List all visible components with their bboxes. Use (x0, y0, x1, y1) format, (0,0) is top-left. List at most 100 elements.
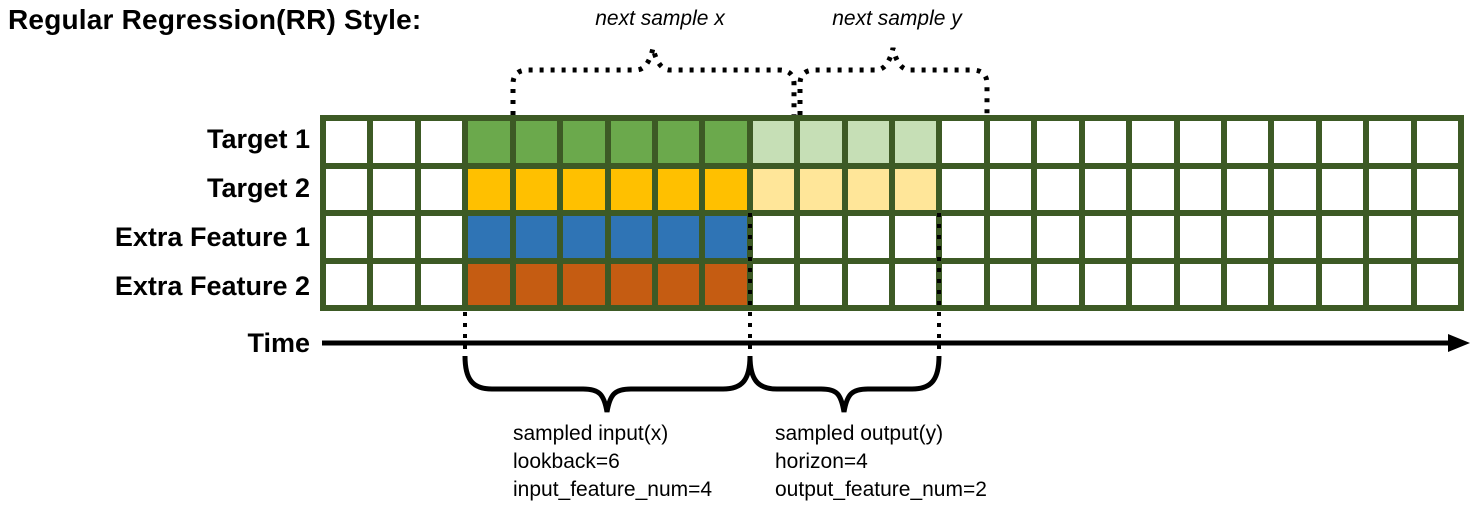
grid-cell (1321, 121, 1364, 163)
grid-cell (800, 263, 842, 305)
grid-cell (515, 263, 558, 305)
grid-cell (1179, 168, 1221, 210)
grid-cell (1369, 168, 1411, 210)
grid-cell (515, 121, 558, 163)
grid-cell (563, 216, 605, 258)
sampled-input-brace (462, 355, 753, 413)
grid-cell (657, 263, 700, 305)
grid-cell (847, 168, 889, 210)
grid-cell (1274, 121, 1316, 163)
grid-cell (895, 263, 937, 305)
grid-cell (1321, 263, 1364, 305)
grid-cell (1226, 263, 1269, 305)
grid-cell (373, 121, 415, 163)
grid-cell (895, 216, 937, 258)
grid-cell (610, 216, 652, 258)
grid-cell (326, 263, 368, 305)
sampled-output-note: sampled output(y) horizon=4 output_featu… (775, 420, 987, 504)
sampled-output-title: sampled output(y) (775, 422, 944, 445)
grid-cell (420, 121, 463, 163)
grid-cell (1037, 168, 1079, 210)
grid-cell (1084, 121, 1127, 163)
grid-cell (989, 263, 1032, 305)
sampled-output-brace (747, 355, 942, 413)
grid-cell (1084, 216, 1127, 258)
grid-cell (705, 121, 747, 163)
input-feature-num-value: input_feature_num=4 (513, 478, 713, 501)
horizon-value: horizon=4 (775, 450, 868, 473)
grid-cell (1084, 168, 1127, 210)
grid-cell (1274, 168, 1316, 210)
output-feature-num-value: output_feature_num=2 (775, 478, 987, 501)
grid-cell (1037, 121, 1079, 163)
grid-cell (1416, 168, 1458, 210)
time-arrow-head (1448, 334, 1470, 352)
grid-cell (1274, 216, 1316, 258)
next-sample-y-label: next sample y (832, 7, 962, 30)
grid-cell (989, 121, 1032, 163)
grid-cell (1416, 216, 1458, 258)
grid-cell (705, 168, 747, 210)
grid-cell (847, 263, 889, 305)
grid-cell (1179, 216, 1221, 258)
grid-cell (373, 216, 415, 258)
grid-cell (942, 216, 984, 258)
grid-cell (468, 168, 510, 210)
grid-cell (657, 168, 700, 210)
row-label-extra-feature-1: Extra Feature 1 (114, 222, 310, 252)
grid-cell (1226, 121, 1269, 163)
grid-cell (1084, 263, 1127, 305)
grid-cell (1132, 216, 1174, 258)
grid-cell (420, 263, 463, 305)
grid-cell (895, 121, 937, 163)
grid-cell (373, 168, 415, 210)
grid-cell (1226, 216, 1269, 258)
page-title: Regular Regression(RR) Style: (8, 4, 422, 35)
grid-cell (800, 216, 842, 258)
grid-cell (800, 168, 842, 210)
grid-cell (468, 121, 510, 163)
grid-cell (942, 263, 984, 305)
grid-cell (326, 216, 368, 258)
grid-cell (800, 121, 842, 163)
grid-cell (847, 216, 889, 258)
grid-cell (657, 216, 700, 258)
grid-cell (420, 216, 463, 258)
grid-cell (468, 263, 510, 305)
grid-cell (1369, 216, 1411, 258)
grid-cell (1274, 263, 1316, 305)
grid-cell (515, 168, 558, 210)
grid-cell (1179, 263, 1221, 305)
grid-cell (752, 168, 795, 210)
grid-cell (468, 216, 510, 258)
grid-cell (1321, 216, 1364, 258)
grid-cell (942, 168, 984, 210)
grid-cell (1179, 121, 1221, 163)
next-sample-y-brace (797, 47, 990, 115)
grid-cell (1037, 216, 1079, 258)
grid-cell (373, 263, 415, 305)
grid-cell (1132, 121, 1174, 163)
grid-cell (1369, 263, 1411, 305)
grid-cell (515, 216, 558, 258)
grid-cell (705, 216, 747, 258)
grid-cell (610, 263, 652, 305)
grid-cell (610, 121, 652, 163)
grid-cell (847, 121, 889, 163)
grid-cell (1037, 263, 1079, 305)
grid-cell (895, 168, 937, 210)
grid-cell (752, 216, 795, 258)
next-sample-x-brace (510, 47, 797, 115)
grid-cell (1321, 168, 1364, 210)
grid-cell (1416, 263, 1458, 305)
grid-cell (752, 121, 795, 163)
grid-cell (1132, 263, 1174, 305)
sampled-input-title: sampled input(x) (513, 422, 669, 445)
grid-cell (942, 121, 984, 163)
grid-cell (610, 168, 652, 210)
row-label-target-2: Target 2 (206, 173, 310, 203)
grid-cell (989, 216, 1032, 258)
sampled-input-note: sampled input(x) lookback=6 input_featur… (513, 420, 712, 504)
time-axis-label: Time (247, 328, 310, 358)
